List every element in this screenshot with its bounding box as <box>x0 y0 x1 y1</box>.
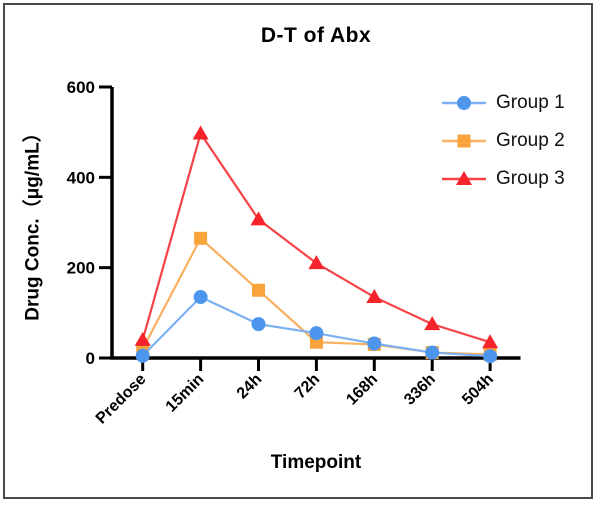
x-tick-label: Predose <box>93 371 150 428</box>
x-tick-label: 504h <box>459 371 497 409</box>
x-tick-label: 72h <box>292 371 324 403</box>
x-tick-label: 168h <box>343 371 381 409</box>
data-point-square <box>457 134 471 148</box>
x-axis-label: Timepoint <box>270 452 362 473</box>
x-tick-label: 24h <box>234 371 266 403</box>
data-point-circle <box>483 349 498 364</box>
legend-square-marker-icon <box>442 134 486 148</box>
legend-label-group-2: Group 2 <box>496 130 565 151</box>
legend-triangle-marker-icon <box>442 171 486 185</box>
series-group-3 <box>134 125 499 349</box>
data-point-triangle <box>308 255 325 270</box>
series-group-1 <box>135 290 498 364</box>
data-point-triangle <box>366 289 383 304</box>
legend-item-group-1: Group 1 <box>441 92 565 114</box>
data-point-triangle <box>134 331 151 346</box>
data-point-circle <box>193 290 208 305</box>
x-tick-label: 336h <box>401 371 439 409</box>
data-point-square <box>252 283 265 297</box>
data-point-triangle <box>456 171 472 185</box>
legend-item-group-2: Group 2 <box>441 130 565 152</box>
y-tick-label: 400 <box>67 168 95 187</box>
x-tick-label: 15min <box>163 371 208 416</box>
series-group-2 <box>136 231 497 361</box>
legend: Group 1 Group 2 Group 3 <box>441 92 565 206</box>
data-point-square <box>194 231 208 245</box>
data-point-circle <box>309 326 324 341</box>
data-point-circle <box>425 345 440 360</box>
legend-circle-marker-icon <box>442 96 486 110</box>
y-tick-label: 600 <box>67 78 95 97</box>
data-point-triangle <box>424 316 441 331</box>
data-point-circle <box>251 317 266 332</box>
legend-label-group-1: Group 1 <box>496 92 565 113</box>
data-point-triangle <box>250 211 267 226</box>
data-point-circle <box>457 96 471 110</box>
data-point-triangle <box>192 125 209 140</box>
data-point-triangle <box>482 334 499 349</box>
y-tick-label: 200 <box>67 259 95 278</box>
legend-label-group-3: Group 3 <box>496 168 565 189</box>
legend-item-group-3: Group 3 <box>441 168 565 190</box>
y-tick-label: 0 <box>86 349 95 368</box>
data-point-circle <box>135 348 150 363</box>
chart-title: D-T of Abx <box>260 24 372 47</box>
data-point-circle <box>367 336 382 351</box>
